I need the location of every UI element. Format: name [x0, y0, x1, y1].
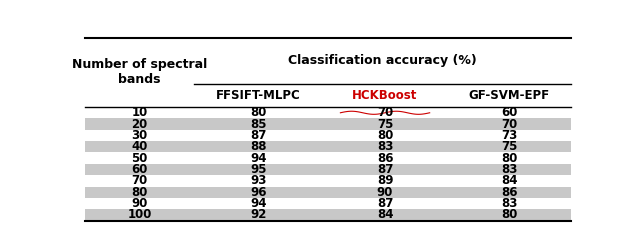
Text: 70: 70: [131, 174, 148, 187]
Text: 94: 94: [250, 152, 267, 164]
Text: 80: 80: [501, 208, 517, 222]
Bar: [85, 209, 571, 220]
Text: 73: 73: [501, 129, 517, 142]
Text: HCKBoost: HCKBoost: [353, 89, 418, 102]
Text: 100: 100: [127, 208, 152, 222]
Text: 87: 87: [377, 197, 393, 210]
Bar: [85, 186, 571, 198]
Text: GF-SVM-EPF: GF-SVM-EPF: [468, 89, 550, 102]
Text: 87: 87: [377, 163, 393, 176]
Text: 89: 89: [377, 174, 394, 187]
Text: 60: 60: [501, 106, 517, 119]
Text: 96: 96: [250, 186, 267, 199]
Text: 80: 80: [131, 186, 148, 199]
Text: 80: 80: [501, 152, 517, 164]
Bar: [85, 141, 571, 152]
Text: 84: 84: [500, 174, 517, 187]
Text: 75: 75: [501, 140, 517, 153]
Text: 93: 93: [250, 174, 267, 187]
Text: 95: 95: [250, 163, 267, 176]
Text: 40: 40: [131, 140, 148, 153]
Text: 88: 88: [250, 140, 267, 153]
Text: 60: 60: [131, 163, 148, 176]
Text: 50: 50: [131, 152, 148, 164]
Text: 70: 70: [501, 118, 517, 130]
Text: Classification accuracy (%): Classification accuracy (%): [288, 54, 477, 67]
Text: FFSIFT-MLPC: FFSIFT-MLPC: [216, 89, 301, 102]
Text: 75: 75: [377, 118, 393, 130]
Text: 83: 83: [501, 163, 517, 176]
Text: 30: 30: [131, 129, 148, 142]
Text: 83: 83: [501, 197, 517, 210]
Text: 10: 10: [131, 106, 148, 119]
Bar: [85, 118, 571, 130]
Text: 94: 94: [250, 197, 267, 210]
Text: 87: 87: [250, 129, 267, 142]
Text: 80: 80: [377, 129, 393, 142]
Text: 92: 92: [250, 208, 267, 222]
Text: 90: 90: [377, 186, 393, 199]
Text: 86: 86: [377, 152, 394, 164]
Text: 90: 90: [131, 197, 148, 210]
Text: 86: 86: [500, 186, 517, 199]
Bar: [85, 164, 571, 175]
Text: 20: 20: [131, 118, 148, 130]
Text: 70: 70: [377, 106, 393, 119]
Text: Number of spectral
bands: Number of spectral bands: [72, 58, 207, 86]
Text: 83: 83: [377, 140, 393, 153]
Text: 85: 85: [250, 118, 267, 130]
Text: 84: 84: [377, 208, 394, 222]
Text: 80: 80: [250, 106, 267, 119]
